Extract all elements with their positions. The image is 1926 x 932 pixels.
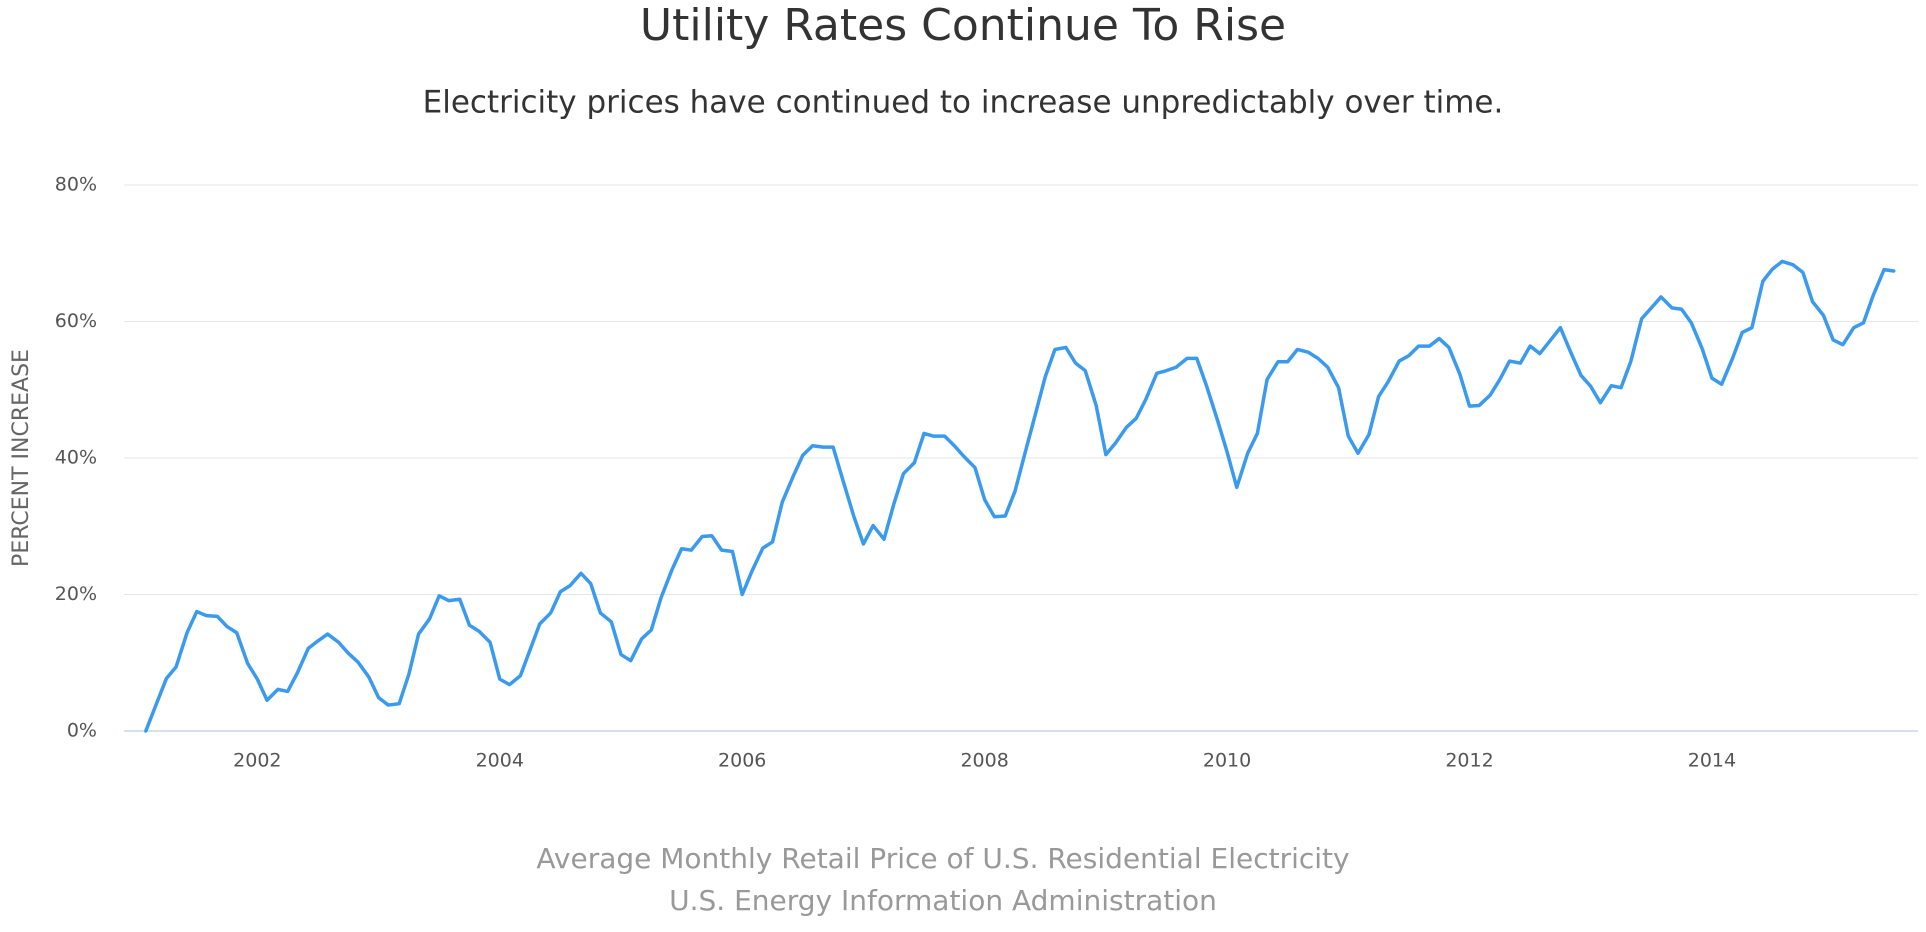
x-tick-label: 2014 bbox=[1688, 750, 1736, 772]
y-tick-label: 0% bbox=[67, 720, 97, 742]
source: U.S. Energy Information Administration bbox=[669, 884, 1217, 917]
chart-subtitle: Electricity prices have continued to inc… bbox=[423, 85, 1504, 121]
x-tick-label: 2008 bbox=[960, 750, 1008, 772]
x-tick-label: 2012 bbox=[1445, 750, 1493, 772]
y-tick-label: 60% bbox=[55, 310, 97, 332]
x-tick-label: 2010 bbox=[1203, 750, 1251, 772]
line-series bbox=[144, 259, 1896, 733]
caption: Average Monthly Retail Price of U.S. Res… bbox=[536, 842, 1349, 875]
y-tick-label: 80% bbox=[55, 174, 97, 196]
x-tick-label: 2002 bbox=[233, 750, 281, 772]
x-tick-label: 2006 bbox=[718, 750, 766, 772]
y-tick-label: 40% bbox=[55, 447, 97, 469]
x-tick-label: 2004 bbox=[476, 750, 524, 772]
y-tick-label: 20% bbox=[55, 583, 97, 605]
chart-title: Utility Rates Continue To Rise bbox=[640, 0, 1286, 51]
y-axis-label: PERCENT INCREASE bbox=[9, 349, 34, 567]
